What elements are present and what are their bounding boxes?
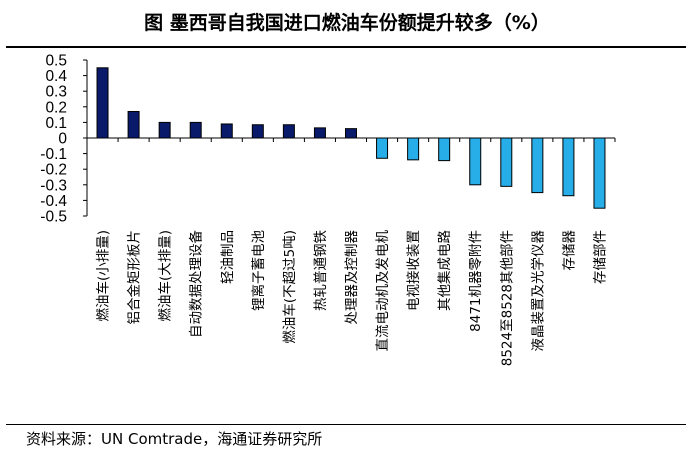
y-tick-label: -0.2 — [40, 162, 67, 179]
bar — [127, 110, 140, 139]
category-label: 锂离子蓄电池 — [250, 230, 267, 311]
bar — [500, 137, 513, 187]
category-label: 其他集成电路 — [437, 230, 453, 311]
category-label: 电视接收装置 — [405, 230, 422, 311]
category-label: 存储器 — [561, 230, 577, 271]
category-label: 燃油车(不超过5吨) — [281, 230, 298, 344]
bar — [407, 137, 420, 161]
y-tick-label: 0.3 — [45, 84, 67, 101]
bar — [96, 67, 109, 139]
bar — [345, 128, 357, 139]
category-label: 燃油车(大排量) — [157, 230, 174, 322]
category-label: 轻油制品 — [220, 230, 236, 284]
bar — [313, 127, 326, 139]
bar — [469, 137, 482, 186]
y-tick-label: 0.1 — [45, 115, 67, 132]
source-note: 资料来源：UN Comtrade，海通证券研究所 — [26, 430, 323, 448]
chart-title: 图 墨西哥自我国进口燃油车份额提升较多（%） — [144, 12, 550, 34]
y-tick-label: -0.3 — [40, 177, 67, 194]
bars — [96, 67, 606, 209]
category-label: 液晶装置及光学仪器 — [530, 230, 546, 352]
bar — [438, 137, 451, 162]
bar — [158, 121, 171, 139]
category-labels: 燃油车(小排量) 铝合金矩形板片 燃油车(大排量) 自动数据处理设备 轻油制品 锂离子蓄电… — [95, 230, 609, 367]
bar — [562, 137, 575, 197]
y-tick-label: 0.2 — [45, 99, 67, 116]
bar — [282, 124, 295, 139]
category-label: 燃油车(小排量) — [95, 230, 112, 322]
category-label: 8471机器零附件 — [468, 230, 484, 332]
bar — [251, 124, 264, 139]
category-label: 铝合金矩形板片 — [127, 230, 143, 325]
title-underline — [6, 46, 686, 48]
bar — [531, 137, 544, 194]
bar-chart: 0.50.40.30.20.10-0.1-0.2-0.3-0.4-0.5 燃油车… — [40, 53, 616, 367]
category-label: 热轧普通钢铁 — [313, 230, 329, 311]
category-label: 自动数据处理设备 — [188, 230, 205, 338]
bar — [220, 123, 233, 139]
category-label: 处理器及控制器 — [344, 230, 360, 325]
y-tick-label: -0.5 — [40, 209, 67, 226]
y-tick-label: 0.5 — [45, 53, 67, 70]
source-divider — [6, 424, 686, 425]
category-label: 直流电动机及发电机 — [375, 230, 391, 352]
category-label: 8524至8528其他部件 — [499, 230, 515, 366]
bar — [189, 121, 202, 139]
y-tick-label: 0 — [58, 131, 67, 148]
category-label: 存储部件 — [592, 230, 608, 284]
y-tick-label: -0.4 — [40, 193, 67, 210]
x-axis — [86, 137, 616, 142]
y-tick-label: 0.4 — [45, 68, 67, 85]
y-axis: 0.50.40.30.20.10-0.1-0.2-0.3-0.4-0.5 — [40, 53, 88, 226]
bar — [593, 137, 606, 209]
bar — [376, 137, 389, 159]
y-tick-label: -0.1 — [40, 146, 67, 163]
